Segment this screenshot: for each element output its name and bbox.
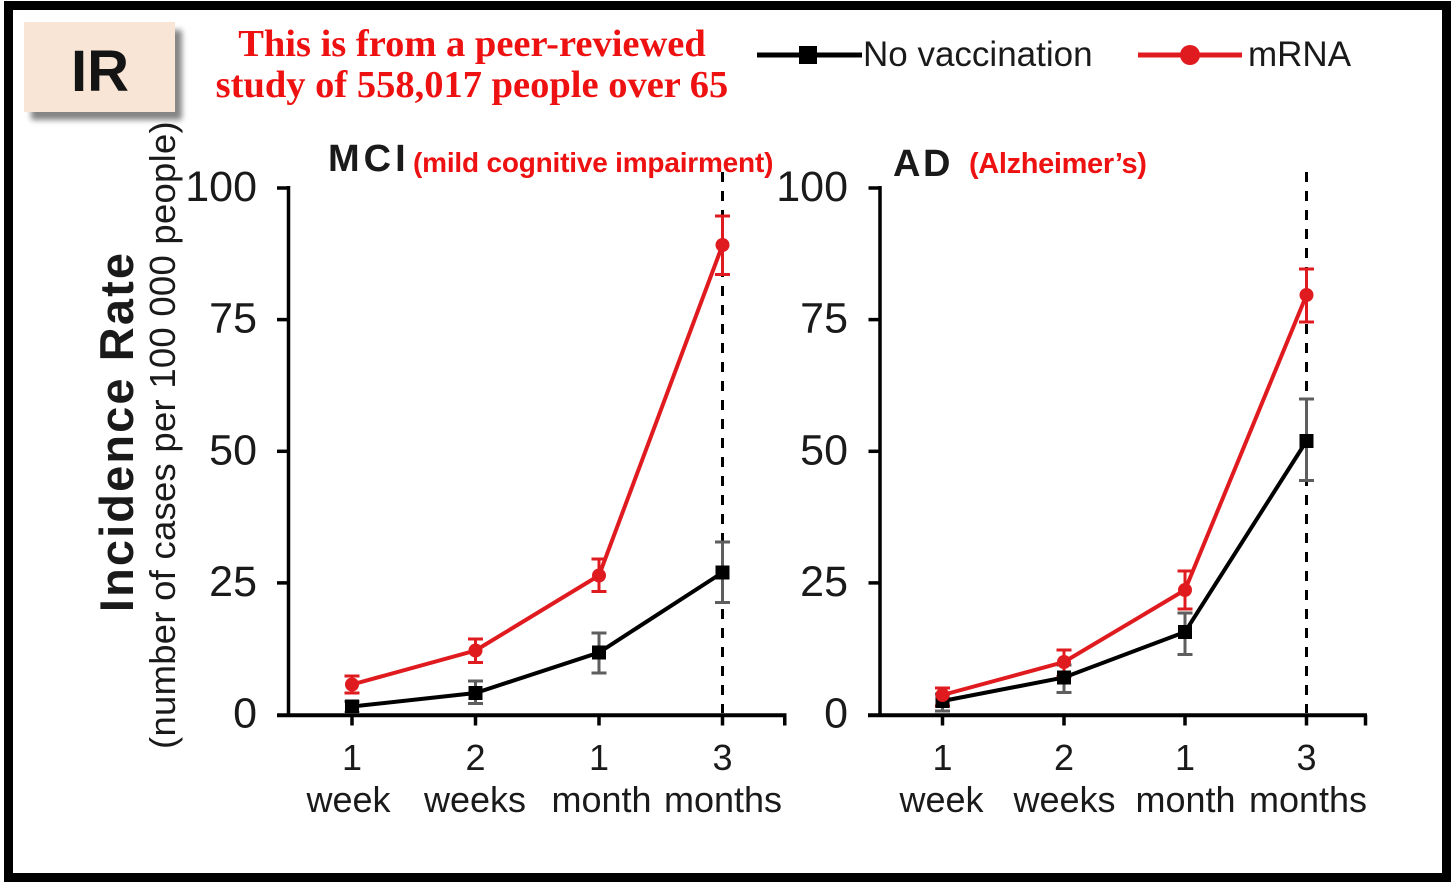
svg-text:Incidence Rate: Incidence Rate — [90, 251, 143, 612]
svg-text:(mild cognitive impairment): (mild cognitive impairment) — [413, 147, 773, 178]
svg-text:month: month — [551, 779, 651, 820]
svg-text:months: months — [1249, 779, 1367, 820]
svg-text:25: 25 — [209, 558, 257, 606]
svg-text:IR: IR — [71, 39, 129, 104]
svg-text:1: 1 — [1175, 737, 1195, 778]
svg-text:3: 3 — [1296, 737, 1316, 778]
svg-text:AD: AD — [893, 143, 953, 185]
svg-text:(number of cases per 100 000 p: (number of cases per 100 000 people) — [142, 121, 183, 749]
svg-text:0: 0 — [824, 690, 848, 738]
svg-text:No vaccination: No vaccination — [863, 35, 1093, 74]
svg-text:weeks: weeks — [1012, 779, 1115, 820]
svg-text:50: 50 — [800, 426, 848, 474]
svg-text:1: 1 — [589, 737, 609, 778]
svg-text:25: 25 — [800, 558, 848, 606]
svg-text:weeks: weeks — [423, 779, 526, 820]
svg-text:75: 75 — [800, 295, 848, 343]
svg-text:months: months — [664, 779, 782, 820]
svg-text:study of 558,017 people over 6: study of 558,017 people over 65 — [216, 64, 729, 106]
svg-text:2: 2 — [465, 737, 485, 778]
svg-text:(Alzheimer’s): (Alzheimer’s) — [969, 148, 1147, 180]
svg-text:mRNA: mRNA — [1248, 35, 1352, 74]
svg-text:0: 0 — [233, 690, 257, 738]
svg-text:MCI: MCI — [328, 138, 410, 180]
svg-text:100: 100 — [776, 163, 848, 211]
svg-text:2: 2 — [1054, 737, 1074, 778]
svg-text:1: 1 — [932, 737, 952, 778]
svg-text:100: 100 — [185, 163, 257, 211]
svg-text:75: 75 — [209, 295, 257, 343]
svg-text:1: 1 — [342, 737, 362, 778]
svg-text:50: 50 — [209, 426, 257, 474]
svg-text:month: month — [1135, 779, 1235, 820]
svg-text:week: week — [305, 779, 391, 820]
svg-text:This is from a peer-reviewed: This is from a peer-reviewed — [238, 23, 706, 65]
svg-text:week: week — [898, 779, 984, 820]
svg-text:3: 3 — [712, 737, 732, 778]
